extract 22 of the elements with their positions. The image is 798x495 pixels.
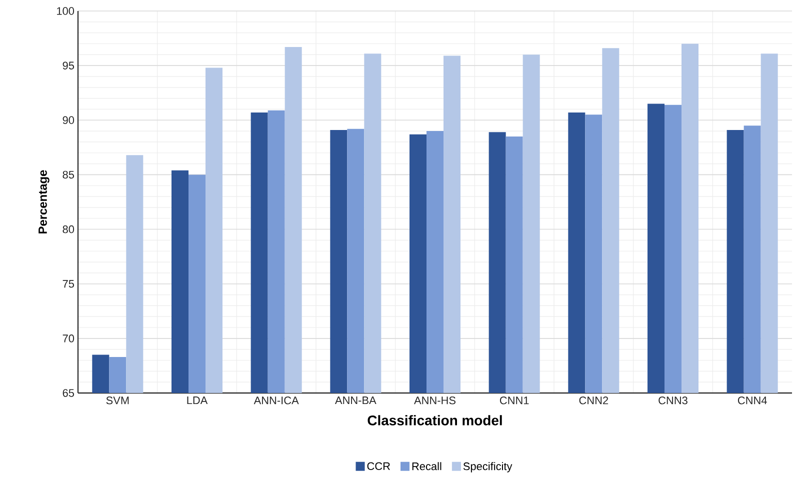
y-tick-label: 90: [62, 116, 74, 124]
y-tick-label: 80: [62, 225, 74, 234]
legend-label: CCR: [367, 462, 390, 470]
y-tick-label: 70: [62, 334, 74, 342]
x-tick-label: ANN-ICA: [254, 396, 299, 404]
x-tick-label: ANN-BA: [334, 396, 376, 404]
x-tick-label: CNN1: [500, 396, 529, 404]
x-axis-title: Classification model: [368, 415, 502, 426]
y-tick-label: 75: [62, 280, 74, 288]
y-axis-title: Percentage: [38, 170, 50, 234]
x-tick-label: CNN4: [738, 396, 767, 404]
x-tick-label: CNN2: [579, 396, 608, 404]
y-tick-label: 95: [62, 62, 74, 70]
x-tick-label: LDA: [187, 396, 208, 404]
x-tick-label: CNN3: [658, 396, 688, 404]
legend-label: Specificity: [463, 462, 512, 472]
y-tick-label: 100: [57, 7, 74, 15]
x-tick-label: ANN-HS: [414, 396, 456, 404]
legend-label: Recall: [412, 462, 442, 470]
y-tick-label: 65: [62, 389, 74, 397]
x-tick-label: SVM: [106, 396, 129, 404]
y-tick-label: 85: [62, 170, 74, 179]
